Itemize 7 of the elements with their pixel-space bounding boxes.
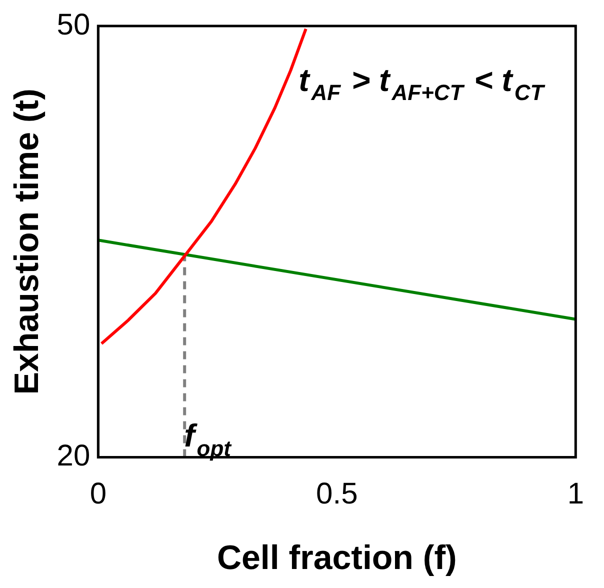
x-axis-title: Cell fraction (f) [216, 538, 457, 577]
x-tick-label: 0.5 [316, 477, 358, 510]
y-tick-label: 20 [56, 439, 90, 472]
y-axis-title: Exhaustion time (t) [8, 88, 46, 395]
y-tick-label: 50 [56, 8, 90, 42]
x-tick-label: 0 [90, 477, 107, 510]
x-tick-label: 1 [567, 477, 584, 510]
